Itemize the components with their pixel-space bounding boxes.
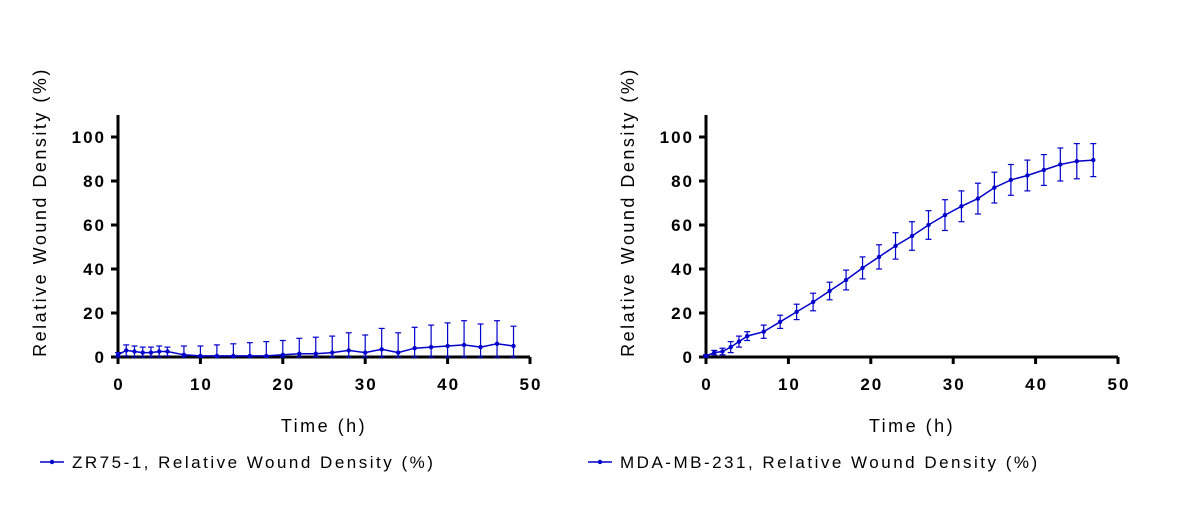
- data-point: [140, 350, 145, 355]
- data-point: [198, 353, 203, 359]
- y-tick-label: 80: [671, 172, 694, 191]
- data-point: [1058, 162, 1063, 167]
- data-point: [461, 342, 467, 348]
- data-point: [810, 299, 816, 305]
- data-point: [909, 233, 915, 239]
- x-tick-label: 20: [272, 375, 295, 394]
- data-point: [379, 347, 384, 352]
- data-point: [115, 352, 121, 357]
- data-point: [132, 349, 137, 354]
- x-tick-label: 40: [437, 375, 460, 394]
- y-tick-label: 60: [671, 216, 694, 235]
- x-tick-label: 10: [778, 375, 801, 394]
- data-point: [330, 350, 335, 355]
- y-tick-label: 20: [671, 304, 694, 323]
- data-point: [860, 265, 865, 271]
- data-point: [247, 353, 253, 359]
- x-tick-label: 50: [520, 375, 543, 394]
- data-point: [703, 353, 709, 359]
- data-point: [231, 353, 236, 359]
- x-tick-label: 20: [860, 375, 883, 394]
- data-point: [728, 344, 733, 350]
- x-tick-label: 0: [701, 375, 712, 394]
- y-tick-label: 100: [72, 128, 106, 147]
- data-point: [843, 277, 849, 283]
- data-point: [1008, 177, 1014, 183]
- x-tick-label: 10: [190, 375, 213, 394]
- legend-label: MDA-MB-231, Relative Wound Density (%): [620, 453, 1040, 472]
- data-point: [794, 309, 799, 315]
- y-axis-title: Relative Wound Density (%): [30, 67, 50, 357]
- data-point: [992, 185, 997, 190]
- data-point: [445, 343, 450, 349]
- y-tick-label: 100: [660, 128, 694, 147]
- data-point: [1041, 167, 1047, 173]
- data-point: [1025, 173, 1030, 178]
- x-tick-label: 30: [355, 375, 378, 394]
- data-point: [720, 349, 725, 354]
- x-tick-label: 30: [943, 375, 966, 394]
- x-tick-label: 40: [1025, 375, 1048, 394]
- data-point: [280, 352, 285, 357]
- y-tick-label: 60: [83, 216, 106, 235]
- data-point: [511, 343, 516, 349]
- legend-swatch-marker: [597, 459, 603, 465]
- y-tick-label: 40: [671, 260, 694, 279]
- data-point: [346, 348, 351, 353]
- data-point: [777, 319, 783, 324]
- data-point: [827, 288, 832, 294]
- data-point: [363, 350, 368, 355]
- x-tick-label: 50: [1108, 375, 1131, 394]
- data-point: [313, 351, 318, 356]
- data-point: [975, 196, 981, 201]
- data-point: [1091, 157, 1096, 163]
- data-point: [395, 350, 401, 355]
- data-point: [1074, 159, 1080, 164]
- series-line: [117, 343, 514, 357]
- data-point: [157, 349, 162, 354]
- data-point: [893, 243, 898, 249]
- data-point: [745, 333, 750, 339]
- data-point: [148, 350, 154, 355]
- data-point: [926, 222, 931, 228]
- data-point: [876, 254, 882, 260]
- x-tick-label: 0: [113, 375, 124, 394]
- data-point: [942, 212, 948, 218]
- legend-swatch-marker: [49, 459, 55, 465]
- data-point: [124, 348, 129, 353]
- data-point: [478, 344, 483, 350]
- y-tick-label: 0: [683, 348, 694, 367]
- data-point: [214, 353, 220, 359]
- y-tick-label: 80: [83, 172, 106, 191]
- data-point: [165, 349, 170, 354]
- data-point: [428, 344, 434, 350]
- data-point: [494, 341, 500, 346]
- data-point: [736, 339, 742, 344]
- data-point: [712, 350, 717, 355]
- data-point: [412, 346, 417, 351]
- y-tick-label: 40: [83, 260, 106, 279]
- data-point: [264, 353, 269, 359]
- data-point: [761, 329, 766, 334]
- y-axis-title: Relative Wound Density (%): [618, 67, 638, 357]
- chart-mda-mb-231: 0 20 40 60 80 100 0 10 20 30 40 50 Time (h) Relative …: [588, 67, 1131, 472]
- y-tick-label: 20: [83, 304, 106, 323]
- y-tick-label: 0: [95, 348, 106, 367]
- chart-zr75-1: 0 20 40 60 80 100 0 10 20 30 40 50 Time (h) Relative …: [30, 67, 543, 472]
- data-point: [959, 204, 964, 209]
- x-axis-title: Time (h): [869, 416, 955, 436]
- data-point: [181, 352, 187, 357]
- legend-label: ZR75-1, Relative Wound Density (%): [72, 453, 435, 472]
- x-axis-title: Time (h): [281, 416, 367, 436]
- data-point: [297, 351, 302, 356]
